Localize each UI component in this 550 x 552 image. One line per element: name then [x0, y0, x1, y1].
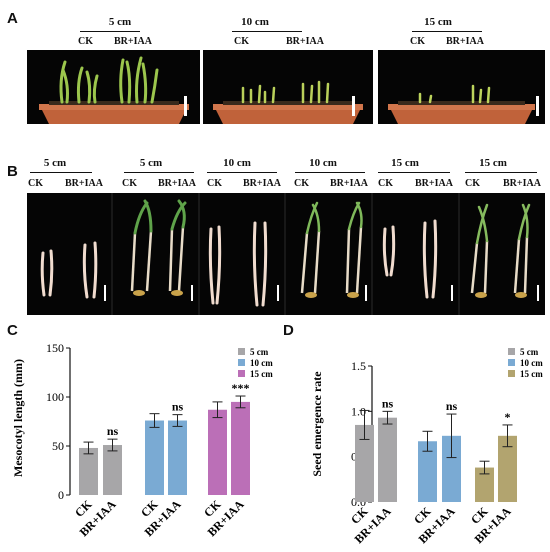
pot-photo-15cm: [378, 50, 545, 124]
depth-label: 10 cm: [309, 157, 337, 169]
depth-label: 15 cm: [424, 16, 452, 28]
depth-label: 15 cm: [479, 157, 507, 169]
pot-photo-10cm: [203, 50, 373, 124]
d-legend-swatch: [508, 370, 515, 377]
d-legend-label: 10 cm: [520, 358, 543, 368]
ck-label: CK: [234, 36, 249, 47]
treatment-label: BR+IAA: [243, 178, 281, 189]
chart-d-ylabel: Seed emergence rate: [310, 371, 324, 477]
c-bar: [145, 420, 164, 495]
treatment-label: BR+IAA: [114, 36, 152, 47]
ck-label: CK: [410, 36, 425, 47]
d-legend-swatch: [508, 359, 515, 366]
d-legend-swatch: [508, 348, 515, 355]
treatment-label: BR+IAA: [286, 36, 324, 47]
c-significance: ns: [107, 424, 119, 438]
pot-photo-5cm: [27, 50, 200, 124]
d-bar: [475, 467, 494, 502]
panel-label-b: B: [7, 163, 18, 180]
d-significance: *: [505, 410, 511, 424]
d-legend-label: 5 cm: [520, 347, 539, 357]
ck-label: CK: [378, 178, 393, 189]
c-ytick-label: 100: [46, 390, 64, 404]
d-ytick-label: 1.5: [351, 359, 366, 373]
depth-label: 5 cm: [139, 157, 163, 169]
c-ytick-label: 150: [46, 341, 64, 355]
c-bar: [168, 420, 187, 495]
c-bar: [79, 447, 98, 495]
header-line: [232, 31, 302, 32]
d-legend-label: 15 cm: [520, 369, 543, 379]
depth-label: 5 cm: [43, 157, 67, 169]
header-line: [30, 172, 92, 173]
depth-label: 10 cm: [223, 157, 251, 169]
c-legend-label: 10 cm: [250, 358, 273, 368]
c-bar: [208, 409, 227, 495]
c-ytick-label: 0: [58, 488, 64, 502]
c-legend-swatch: [238, 348, 245, 355]
d-significance: ns: [382, 396, 394, 410]
header-line: [80, 31, 140, 32]
depth-label: 15 cm: [391, 157, 419, 169]
treatment-label: BR+IAA: [330, 178, 368, 189]
seedling-photo-strip: [27, 193, 545, 315]
treatment-label: BR+IAA: [446, 36, 484, 47]
panel-label-a: A: [7, 10, 18, 27]
c-legend-swatch: [238, 370, 245, 377]
c-bar: [103, 445, 122, 495]
treatment-label: BR+IAA: [415, 178, 453, 189]
header-line: [378, 172, 450, 173]
ck-label: CK: [465, 178, 480, 189]
header-line: [124, 172, 194, 173]
panel-label-d: D: [283, 322, 294, 339]
panel-label-c: C: [7, 322, 18, 339]
chart-c-ylabel: Mesocotyl length (mm): [11, 359, 25, 477]
d-bar: [418, 441, 437, 502]
d-significance: ns: [446, 399, 458, 413]
header-line: [412, 31, 482, 32]
c-bar: [231, 401, 250, 495]
c-legend-swatch: [238, 359, 245, 366]
c-legend-label: 15 cm: [250, 369, 273, 379]
d-bar: [498, 435, 517, 502]
header-line: [465, 172, 537, 173]
treatment-label: BR+IAA: [65, 178, 103, 189]
depth-label: 10 cm: [241, 16, 269, 28]
c-legend-label: 5 cm: [250, 347, 269, 357]
d-ytick-label: 1.0: [351, 404, 366, 418]
depth-label: 5 cm: [108, 16, 132, 28]
ck-label: CK: [122, 178, 137, 189]
header-line: [295, 172, 365, 173]
treatment-label: BR+IAA: [158, 178, 196, 189]
ck-label: CK: [294, 178, 309, 189]
d-bar: [442, 435, 461, 502]
ck-label: CK: [78, 36, 93, 47]
c-significance: ***: [232, 381, 250, 395]
c-ytick-label: 50: [52, 439, 64, 453]
d-bar: [378, 417, 397, 502]
ck-label: CK: [207, 178, 222, 189]
chart-d: Seed emergence rate 0.00.51.01.5 CKnsBR+…: [310, 347, 543, 546]
treatment-label: BR+IAA: [503, 178, 541, 189]
header-line: [207, 172, 277, 173]
d-bar: [355, 424, 374, 502]
c-significance: ns: [172, 400, 184, 414]
ck-label: CK: [28, 178, 43, 189]
